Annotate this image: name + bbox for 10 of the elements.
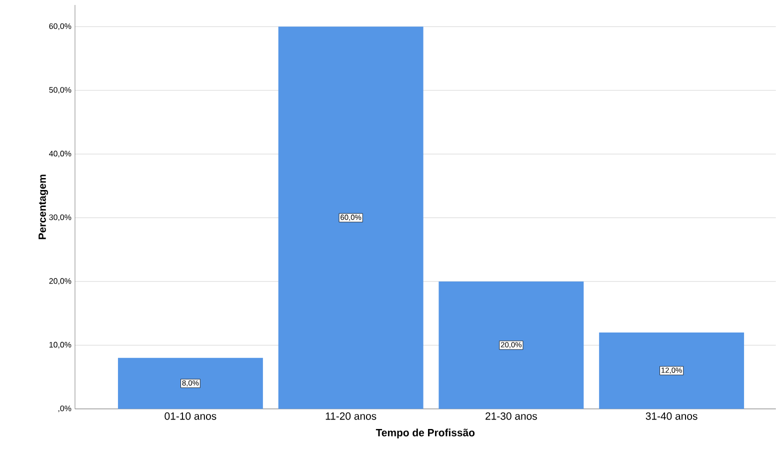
x-tick-label: 21-30 anos: [486, 412, 537, 420]
x-tick-label: 31-40 anos: [646, 412, 698, 420]
x-tick-label: 01-10 anos: [164, 412, 216, 420]
bar: [278, 26, 424, 409]
y-axis-title: Percentagem: [38, 174, 48, 240]
x-axis-title: Tempo de Profissão: [376, 428, 475, 438]
x-tick-label: 11-20 anos: [326, 412, 376, 420]
bar: [118, 358, 263, 409]
bar: [599, 332, 744, 409]
bar: [438, 282, 584, 409]
